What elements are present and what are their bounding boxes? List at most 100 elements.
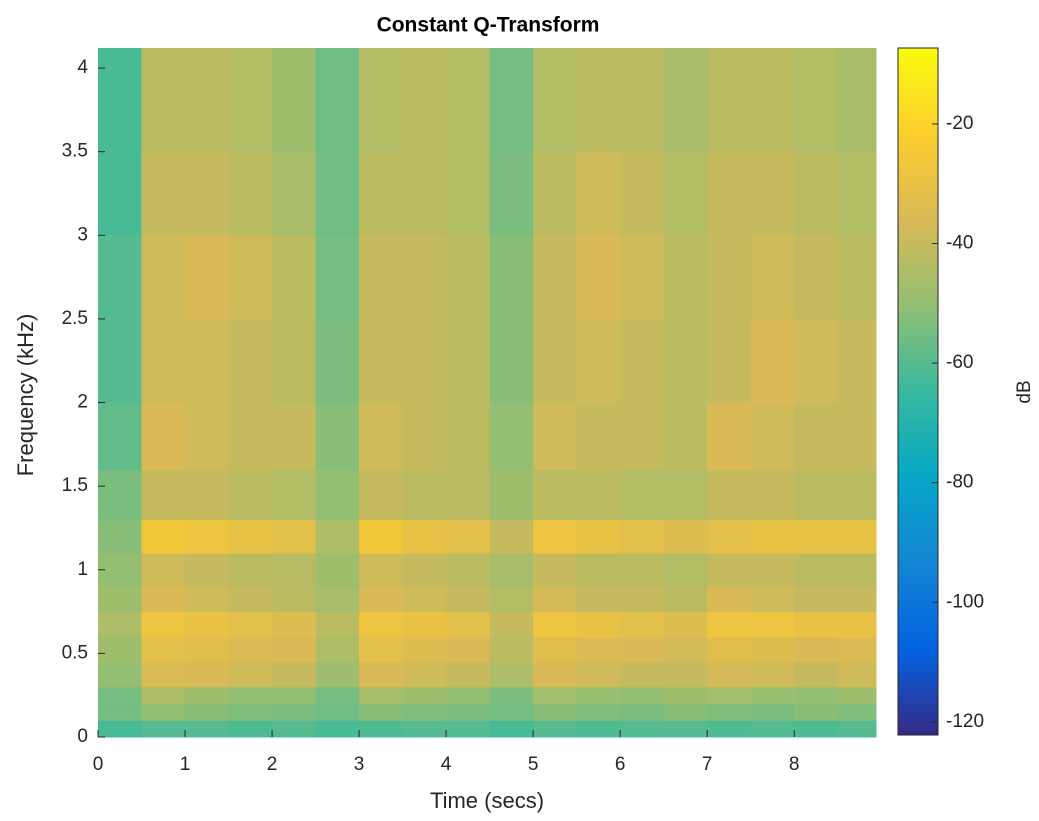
- heatmap-cell: [98, 686, 143, 705]
- heatmap-cell: [750, 48, 795, 153]
- heatmap-cell: [576, 553, 621, 587]
- heatmap-cell: [489, 703, 534, 721]
- heatmap-cell: [620, 720, 665, 738]
- x-tick-label: 2: [267, 754, 278, 775]
- x-tick-label: 1: [180, 754, 191, 775]
- heatmap-cell: [620, 318, 665, 404]
- heatmap-cell: [663, 703, 708, 721]
- heatmap-cell: [446, 469, 491, 521]
- heatmap-cell: [620, 703, 665, 721]
- heatmap-cell: [446, 318, 491, 404]
- heatmap-cell: [794, 318, 839, 404]
- heatmap-cell: [576, 469, 621, 521]
- colorbar-tick-label: -100: [946, 591, 984, 612]
- heatmap-cell: [98, 318, 143, 404]
- heatmap-cell: [750, 402, 795, 470]
- heatmap-cell: [228, 720, 273, 738]
- heatmap-cell: [359, 686, 404, 705]
- heatmap-cell: [228, 151, 273, 236]
- heatmap-cell: [794, 469, 839, 521]
- heatmap-cell: [185, 636, 230, 663]
- heatmap-cell: [359, 586, 404, 613]
- heatmap-cell: [98, 586, 143, 613]
- heatmap-cell: [837, 586, 877, 613]
- heatmap-cell: [141, 235, 186, 320]
- heatmap-cell: [185, 661, 230, 688]
- heatmap-cell: [185, 553, 230, 587]
- heatmap-cell: [98, 151, 143, 236]
- heatmap-cell: [750, 661, 795, 688]
- heatmap-cell: [185, 703, 230, 721]
- heatmap-cell: [663, 720, 708, 738]
- heatmap-cell: [98, 48, 143, 153]
- heatmap-cell: [272, 661, 317, 688]
- heatmap-cell: [359, 235, 404, 320]
- heatmap-cell: [315, 636, 360, 663]
- heatmap-cell: [315, 402, 360, 470]
- heatmap-cell: [315, 686, 360, 705]
- heatmap-cell: [576, 686, 621, 705]
- heatmap-cell: [489, 318, 534, 404]
- heatmap-cell: [272, 553, 317, 587]
- heatmap-cell: [794, 586, 839, 613]
- heatmap-cell: [141, 703, 186, 721]
- heatmap-cell: [837, 661, 877, 688]
- heatmap-cell: [228, 686, 273, 705]
- heatmap-cell: [837, 151, 877, 236]
- heatmap-cell: [707, 553, 752, 587]
- heatmap-cell: [272, 469, 317, 521]
- heatmap-cell: [359, 469, 404, 521]
- heatmap-cell: [794, 235, 839, 320]
- heatmap-cell: [837, 469, 877, 521]
- heatmap-cell: [228, 661, 273, 688]
- heatmap-cell: [272, 720, 317, 738]
- y-tick-label: 1.5: [62, 475, 88, 496]
- heatmap-cell: [141, 686, 186, 705]
- heatmap-cell: [576, 636, 621, 663]
- heatmap-cell: [707, 636, 752, 663]
- heatmap-cell: [272, 611, 317, 638]
- heatmap-cell: [228, 553, 273, 587]
- heatmap-cell: [141, 151, 186, 236]
- heatmap-cell: [750, 318, 795, 404]
- heatmap-cell: [272, 151, 317, 236]
- heatmap-cell: [576, 235, 621, 320]
- heatmap-cell: [750, 553, 795, 587]
- heatmap-cell: [794, 636, 839, 663]
- heatmap-cell: [489, 151, 534, 236]
- heatmap-cell: [141, 519, 186, 554]
- heatmap-cell: [185, 720, 230, 738]
- heatmap-cell: [620, 519, 665, 554]
- heatmap-cell: [750, 469, 795, 521]
- heatmap-cell: [663, 318, 708, 404]
- heatmap-cell: [750, 151, 795, 236]
- heatmap-cell: [402, 318, 447, 404]
- heatmap-cell: [185, 151, 230, 236]
- heatmap-cell: [98, 402, 143, 470]
- heatmap-cell: [315, 48, 360, 153]
- heatmap-cell: [185, 686, 230, 705]
- y-tick-label: 3: [77, 224, 88, 245]
- heatmap-cell: [272, 586, 317, 613]
- heatmap-cell: [620, 48, 665, 153]
- heatmap-cell: [446, 611, 491, 638]
- heatmap-cell: [576, 402, 621, 470]
- heatmap-cell: [185, 586, 230, 613]
- heatmap-cell: [620, 553, 665, 587]
- heatmap-cell: [707, 686, 752, 705]
- heatmap-cell: [402, 151, 447, 236]
- heatmap-cell: [663, 235, 708, 320]
- heatmap-cell: [98, 519, 143, 554]
- heatmap-cell: [228, 469, 273, 521]
- heatmap-cell: [272, 235, 317, 320]
- heatmap-cell: [359, 519, 404, 554]
- heatmap-cell: [533, 611, 578, 638]
- heatmap-cell: [620, 151, 665, 236]
- colorbar-tick-label: -120: [946, 711, 984, 732]
- heatmap-cell: [141, 586, 186, 613]
- heatmap-cell: [402, 611, 447, 638]
- heatmap-cell: [228, 611, 273, 638]
- heatmap-cell: [446, 151, 491, 236]
- heatmap-cell: [794, 553, 839, 587]
